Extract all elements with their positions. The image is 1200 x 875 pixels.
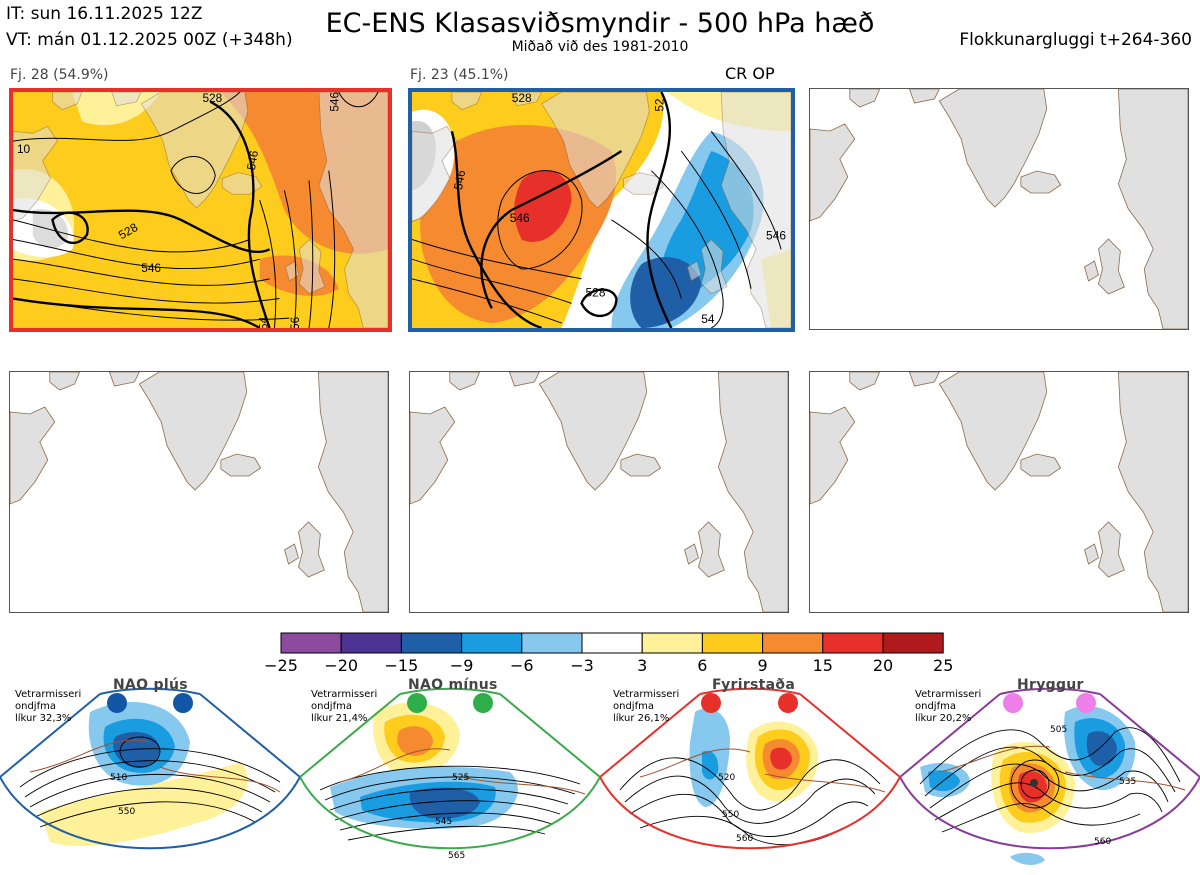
regime-meta: Vetrarmisseri ondjfma líkur 26,1% — [613, 689, 680, 724]
regime-meta: Vetrarmisseri ondjfma líkur 20,2% — [915, 689, 982, 724]
contour-label: 545 — [435, 817, 452, 827]
colorbar-tick-label: 20 — [872, 656, 894, 675]
regime-meta: Vetrarmisseri ondjfma líkur 32,3% — [15, 689, 82, 724]
center-dot — [473, 693, 493, 713]
contour-label: 560 — [736, 834, 753, 844]
center-dot — [173, 693, 193, 713]
empty-map-6 — [809, 371, 1189, 613]
colorbar-swatch — [822, 632, 884, 654]
contour-label: 510 — [110, 773, 127, 783]
classification-window: Flokkunargluggi t+264-360 — [959, 30, 1192, 50]
colorbar-swatch — [340, 632, 402, 654]
colorbar-swatch — [280, 632, 342, 654]
colorbar-tick-label: −9 — [449, 656, 474, 675]
center-dot — [1003, 693, 1023, 713]
contour-label: 535 — [1119, 777, 1136, 787]
regime-ridge: 505 535 560 Hryggur Vetrarmisseri ondjfma… — [899, 672, 1200, 871]
colorbar-tick-label: 25 — [933, 656, 954, 675]
colorbar-swatch — [400, 632, 463, 654]
center-dot — [1076, 693, 1096, 713]
regime-name: NAO plús — [113, 677, 188, 693]
regime-name: Hryggur — [1017, 677, 1084, 693]
regime-name: Fyrirstaða — [712, 677, 796, 693]
contour-label: 56 — [288, 316, 302, 328]
empty-map-5 — [409, 371, 789, 613]
anomaly-center — [1030, 779, 1038, 787]
colorbar-swatch — [762, 632, 824, 654]
colorbar-tick-label: −6 — [510, 656, 534, 675]
center-dot — [407, 693, 427, 713]
center-dot — [778, 693, 798, 713]
colorbar-swatch — [521, 632, 583, 654]
page-subtitle: Miðað við des 1981-2010 — [511, 39, 689, 55]
colorbar-swatch — [581, 632, 643, 654]
cluster-2-map: 528 546 528 546 52 546 54 — [408, 88, 795, 332]
contour-label: 528 — [512, 92, 532, 105]
colorbar-tick-label: 3 — [637, 656, 648, 675]
contour-label: 560 — [1094, 837, 1111, 847]
contour-label: 528 — [586, 286, 606, 300]
colorbar-tick-label: −20 — [324, 656, 359, 675]
contour-label: 525 — [452, 773, 469, 783]
valid-time: VT: mán 01.12.2025 00Z (+348h) — [6, 30, 293, 50]
contour-label: 505 — [1050, 725, 1067, 735]
colorbar-swatch — [882, 632, 944, 654]
colorbar-tick-label: −3 — [570, 656, 594, 675]
issue-time: IT: sun 16.11.2025 12Z — [6, 4, 203, 24]
colorbar-tick-label: 6 — [697, 656, 708, 675]
colorbar-swatch — [461, 632, 523, 654]
colorbar-swatch — [641, 632, 703, 654]
contour-label: 54 — [257, 316, 271, 328]
contour-label: 546 — [510, 211, 530, 225]
contour-label: 550 — [118, 807, 135, 817]
contour-label: 546 — [451, 169, 468, 191]
colorbar — [280, 632, 944, 654]
cluster-1-map: 10 528 546 546 546 54 56 528 — [9, 88, 392, 332]
contour-label: 520 — [718, 773, 735, 783]
regime-nao-plus: 510 550 NAO plús Vetrarmisseri ondjfma lík… — [0, 672, 301, 871]
contour-label: 546 — [141, 261, 161, 275]
regime-name: NAO mínus — [408, 677, 498, 693]
contour-label: 528 — [202, 92, 222, 105]
empty-map-3 — [809, 88, 1189, 330]
colorbar-tick-label: 15 — [812, 656, 833, 675]
contour-label: 546 — [328, 92, 342, 112]
regime-blocking: 520 550 560 Fyrirstaða Vetrarmisseri ondj… — [599, 672, 901, 871]
regime-nao-minus: 525 545 565 NAO mínus Vetrarmisseri ondjf… — [299, 672, 601, 871]
regime-meta: Vetrarmisseri ondjfma líkur 21,4% — [311, 689, 378, 724]
colorbar-tick-label: −25 — [264, 656, 298, 675]
contour-label: 565 — [448, 851, 465, 861]
cluster-2-label: Fj. 23 (45.1%) — [410, 67, 509, 83]
contour-label: 52 — [652, 99, 666, 112]
contour-label: 10 — [17, 142, 31, 156]
contour-label: 54 — [701, 312, 715, 326]
empty-map-4 — [9, 371, 389, 613]
colorbar-tick-label: −15 — [384, 656, 419, 675]
control-run-tag: CR OP — [725, 64, 775, 83]
colorbar-swatch — [701, 632, 764, 654]
center-dot — [107, 693, 127, 713]
contour-label: 550 — [722, 810, 739, 820]
center-dot — [701, 693, 721, 713]
contour-label: 546 — [766, 229, 786, 243]
colorbar-tick-label: 9 — [757, 656, 768, 675]
page-title: EC-ENS Klasasviðsmyndir - 500 hPa hæð — [325, 8, 875, 39]
cluster-1-label: Fj. 28 (54.9%) — [10, 67, 109, 83]
contour-label: 546 — [244, 149, 261, 171]
